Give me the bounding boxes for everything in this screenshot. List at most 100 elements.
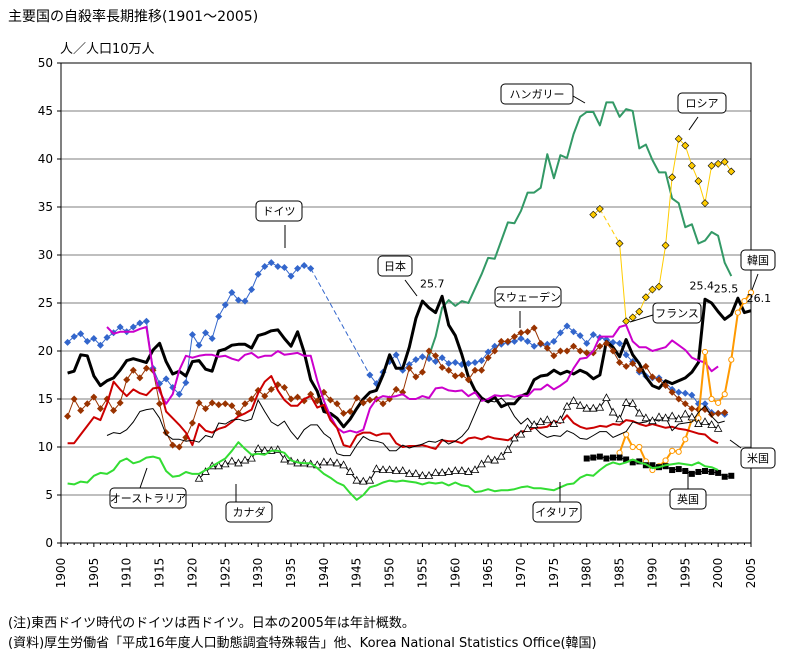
- value-annotation: 25.4: [689, 280, 714, 293]
- x-tick-label: 1960: [448, 558, 462, 589]
- data-point: [589, 349, 597, 357]
- data-point: [294, 393, 302, 401]
- y-tick-label: 30: [38, 248, 53, 262]
- data-point: [366, 396, 374, 404]
- data-point: [681, 141, 690, 150]
- data-point: [175, 443, 183, 451]
- series-callout: 米国: [729, 439, 776, 469]
- data-point: [668, 173, 677, 182]
- chart-title: 主要国の自殺率長期推移(1901〜2005): [8, 9, 259, 25]
- data-point: [195, 399, 203, 407]
- y-tick-label: 40: [38, 152, 53, 166]
- data-point: [497, 451, 506, 460]
- data-point: [391, 466, 401, 474]
- series-line: [67, 294, 752, 429]
- data-point: [208, 399, 216, 407]
- data-point: [536, 417, 545, 426]
- data-point: [129, 366, 137, 374]
- data-point: [64, 412, 72, 420]
- data-point: [569, 396, 578, 404]
- data-point: [425, 347, 433, 355]
- y-tick-label: 45: [38, 104, 53, 118]
- data-point: [641, 413, 651, 422]
- data-point: [451, 359, 459, 367]
- data-point: [655, 376, 663, 384]
- data-point: [596, 453, 603, 460]
- data-point: [610, 454, 616, 461]
- data-point: [470, 465, 480, 474]
- data-point: [608, 407, 618, 416]
- data-point: [510, 433, 519, 442]
- data-point: [562, 401, 572, 410]
- y-tick-label: 25: [38, 296, 53, 310]
- series-3: [67, 294, 752, 429]
- series-11: [67, 441, 719, 501]
- data-point: [110, 407, 118, 415]
- data-point: [478, 366, 486, 374]
- data-point: [715, 469, 722, 476]
- data-point: [583, 339, 591, 347]
- callout-box: [500, 83, 574, 105]
- callout-label: スウェーデン: [495, 290, 561, 304]
- data-point: [523, 423, 532, 432]
- value-annotation: 26.1: [747, 292, 772, 305]
- data-point: [635, 408, 644, 417]
- data-point: [234, 296, 242, 304]
- data-point: [649, 462, 656, 469]
- data-point: [596, 342, 604, 350]
- callout-box: [255, 200, 303, 222]
- data-point: [636, 443, 643, 451]
- data-point: [589, 331, 597, 339]
- data-point: [622, 351, 630, 359]
- series-callout: 日本: [377, 255, 418, 297]
- data-point: [576, 332, 584, 340]
- data-point: [345, 467, 355, 475]
- data-point: [202, 405, 210, 413]
- data-point: [694, 177, 703, 186]
- data-point: [623, 456, 630, 463]
- series-7: [67, 375, 719, 450]
- callout-label: カナダ: [233, 505, 266, 519]
- series-line: [67, 375, 719, 450]
- series-callout: ハンガリー: [500, 83, 586, 105]
- series-line: [106, 397, 725, 457]
- data-point: [575, 400, 585, 409]
- callout-leader: [751, 273, 759, 291]
- data-point: [675, 395, 683, 403]
- data-point: [510, 333, 518, 341]
- data-point: [648, 373, 656, 381]
- series-callout: ロシア: [677, 92, 727, 131]
- data-point: [478, 357, 486, 365]
- data-point: [537, 339, 545, 347]
- data-point: [378, 465, 388, 474]
- data-point: [280, 454, 289, 463]
- data-point: [629, 459, 636, 466]
- callout-label: 日本: [384, 259, 406, 273]
- footnote-note: (注)東西ドイツ時代のドイツは西ドイツ。日本の2005年は年計概数。: [8, 616, 415, 631]
- data-point: [457, 466, 467, 474]
- data-point: [188, 331, 196, 339]
- data-point: [280, 383, 288, 391]
- data-point: [702, 468, 708, 474]
- data-point: [451, 372, 459, 380]
- data-point: [90, 335, 98, 343]
- data-point: [603, 455, 610, 462]
- callout-box: [677, 92, 727, 114]
- data-point: [437, 468, 447, 476]
- data-point: [616, 359, 624, 367]
- x-tick-label: 2000: [711, 558, 725, 589]
- data-point: [682, 468, 689, 474]
- series-callout: ドイツ: [255, 200, 303, 248]
- data-point: [694, 419, 703, 427]
- series-gap-line: [310, 268, 371, 376]
- data-point: [669, 467, 676, 474]
- data-point: [524, 337, 532, 345]
- footnote-source: (資料)厚生労働省「平成16年度人口動態調査特殊報告」他、Korea Natio…: [8, 636, 597, 651]
- data-point: [635, 307, 644, 316]
- data-point: [701, 199, 709, 208]
- data-point: [136, 319, 144, 327]
- data-point: [103, 334, 111, 342]
- data-point: [595, 402, 605, 411]
- data-point: [629, 443, 636, 451]
- callout-label: ロシア: [686, 97, 719, 110]
